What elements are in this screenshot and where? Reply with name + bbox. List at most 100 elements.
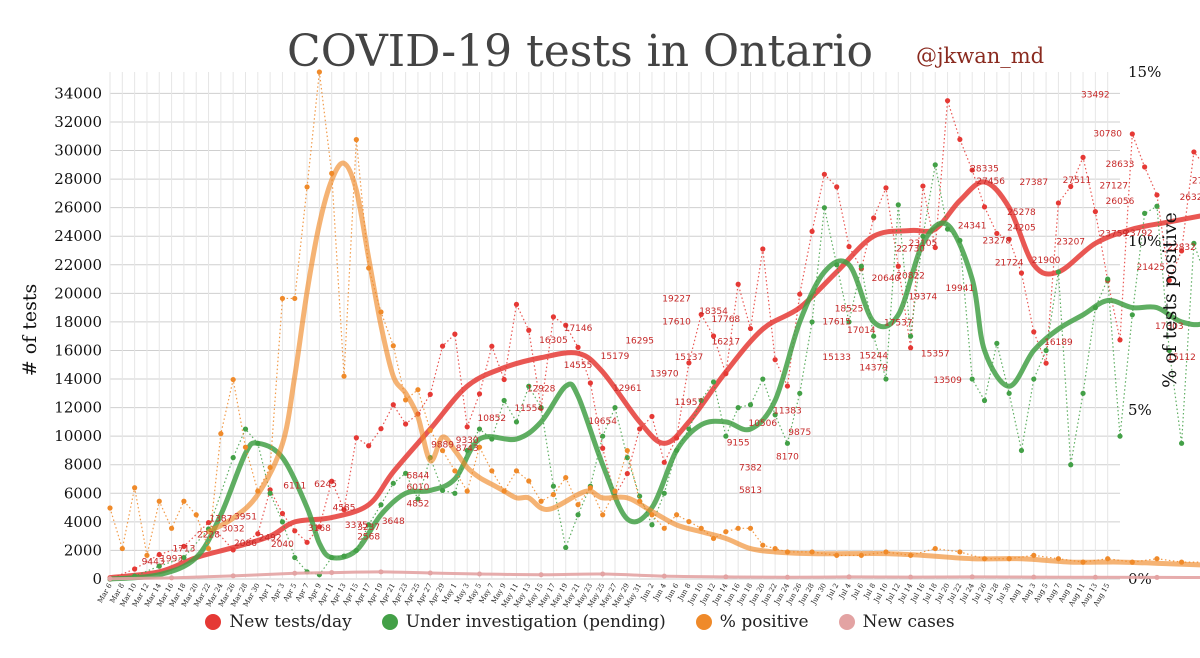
under-investigation-pending-daily-point bbox=[846, 319, 852, 325]
new-tests-day-daily-point bbox=[390, 402, 396, 408]
under-investigation-pending-daily-point bbox=[452, 490, 458, 496]
legend-swatch bbox=[381, 614, 398, 630]
new-tests-day-daily-point bbox=[316, 524, 322, 530]
data-label: 21724 bbox=[995, 259, 1024, 269]
data-label: 5813 bbox=[739, 486, 762, 496]
positive-daily-point bbox=[686, 518, 692, 525]
new-tests-day-daily-point bbox=[1031, 329, 1037, 335]
data-label: 2086 bbox=[234, 539, 257, 549]
positive-daily-point bbox=[415, 387, 421, 393]
new-cases-line bbox=[109, 570, 1200, 581]
under-investigation-pending-daily-point bbox=[637, 493, 643, 499]
under-investigation-pending-daily-point bbox=[1031, 376, 1037, 382]
new-tests-day-daily-point bbox=[1117, 337, 1123, 343]
legend-label: New cases bbox=[862, 612, 955, 632]
new-tests-day-daily-point bbox=[710, 333, 717, 339]
new-tests-day-average-line bbox=[107, 179, 1200, 581]
legend-label: % positive bbox=[719, 612, 809, 632]
data-label: 16295 bbox=[625, 336, 654, 346]
positive-daily-point bbox=[181, 498, 187, 504]
data-label: 1993 bbox=[160, 555, 183, 565]
data-label: 23278 bbox=[983, 237, 1012, 247]
positive-daily-point bbox=[612, 488, 618, 494]
under-investigation-pending-daily-point bbox=[242, 426, 249, 432]
new-tests-day-daily-point bbox=[366, 443, 372, 449]
data-label: 16189 bbox=[1044, 338, 1073, 348]
under-investigation-pending-daily-point bbox=[563, 544, 569, 551]
positive-daily-point bbox=[144, 552, 150, 558]
data-label: 13509 bbox=[933, 376, 962, 386]
data-label: 19374 bbox=[909, 292, 938, 302]
positive-daily-point bbox=[538, 498, 544, 504]
data-label: 8743 bbox=[456, 444, 479, 454]
under-investigation-pending-daily-point bbox=[698, 397, 704, 404]
positive-daily-point bbox=[439, 447, 446, 454]
under-investigation-pending-daily-point bbox=[181, 554, 187, 561]
new-tests-day-daily-point bbox=[1092, 208, 1098, 215]
new-cases-point bbox=[1154, 574, 1160, 580]
under-investigation-pending-daily-point bbox=[1129, 312, 1135, 318]
under-investigation-pending-daily-point bbox=[378, 502, 384, 508]
data-label: 3951 bbox=[234, 513, 257, 523]
data-label: 12961 bbox=[613, 384, 642, 394]
under-investigation-pending-daily-point bbox=[526, 383, 532, 389]
legend-item-under-investigation-pending: Under investigation (pending) bbox=[381, 612, 666, 632]
data-label: 3237 bbox=[357, 523, 380, 533]
under-investigation-pending-daily-point bbox=[1166, 347, 1172, 354]
positive-daily-point bbox=[193, 512, 199, 518]
data-label: 17615 bbox=[822, 317, 851, 327]
positive-daily-point bbox=[156, 498, 162, 504]
new-cases-point bbox=[600, 571, 606, 577]
new-tests-day-daily-point bbox=[747, 325, 754, 332]
positive-daily-point bbox=[168, 525, 175, 531]
positive-daily-point bbox=[341, 373, 347, 379]
data-label: 11554 bbox=[514, 404, 543, 414]
new-tests-day-daily-point bbox=[908, 345, 914, 351]
new-tests-day-daily-point bbox=[784, 383, 791, 389]
new-tests-day-daily-point bbox=[403, 421, 409, 427]
new-cases-point bbox=[1031, 574, 1037, 580]
under-investigation-pending-daily-point bbox=[550, 483, 557, 489]
new-cases-point bbox=[538, 572, 544, 578]
data-label: 2568 bbox=[357, 532, 380, 542]
under-investigation-pending-daily-point bbox=[969, 376, 975, 382]
new-tests-day-daily-point bbox=[513, 301, 520, 308]
y-axis-label: # of tests bbox=[19, 284, 41, 377]
data-label: 6010 bbox=[406, 483, 429, 493]
new-tests-day-daily-point bbox=[834, 184, 840, 190]
positive-daily-point bbox=[957, 549, 963, 555]
y-tick-label: 18000 bbox=[54, 313, 102, 331]
new-tests-day-daily-point bbox=[452, 331, 458, 337]
positive-daily-point bbox=[230, 376, 236, 383]
positive-daily-point bbox=[205, 545, 212, 552]
y-tick-label: 22000 bbox=[54, 256, 102, 274]
new-tests-day-daily-point bbox=[932, 244, 938, 251]
new-tests-day-daily-point bbox=[981, 204, 988, 210]
chart-canvas: 0 2000 4000 6000 8000 10000 12000 14000 16000 180… bbox=[19, 63, 1200, 609]
under-investigation-pending-daily-point bbox=[981, 397, 988, 404]
under-investigation-pending-daily-point bbox=[1178, 440, 1185, 446]
new-tests-day-daily-point bbox=[439, 343, 446, 349]
positive-daily-point bbox=[107, 505, 113, 511]
new-cases-point bbox=[723, 574, 729, 580]
under-investigation-pending-daily-point bbox=[1105, 276, 1111, 282]
data-label: 23105 bbox=[909, 239, 938, 249]
new-tests-day-daily-point bbox=[809, 228, 815, 234]
y-tick-label: 24000 bbox=[54, 227, 102, 245]
legend-label: Under investigation (pending) bbox=[405, 612, 666, 632]
new-tests-day-daily-point bbox=[1142, 164, 1148, 170]
legend-label: New tests/day bbox=[229, 612, 352, 632]
positive-daily-point bbox=[563, 475, 569, 481]
new-tests-day-daily-point bbox=[279, 510, 286, 517]
positive-daily-point bbox=[760, 542, 766, 548]
under-investigation-pending-daily-point bbox=[883, 376, 889, 382]
under-investigation-pending-daily-point bbox=[513, 419, 520, 425]
new-cases-point bbox=[230, 573, 236, 579]
under-investigation-pending-daily-point bbox=[747, 402, 754, 408]
data-label: 16305 bbox=[539, 336, 568, 346]
data-label: 19227 bbox=[662, 294, 691, 304]
new-tests-day-daily-point bbox=[920, 183, 926, 189]
new-tests-day-daily-point bbox=[686, 360, 692, 366]
data-label: 27511 bbox=[1063, 176, 1092, 186]
